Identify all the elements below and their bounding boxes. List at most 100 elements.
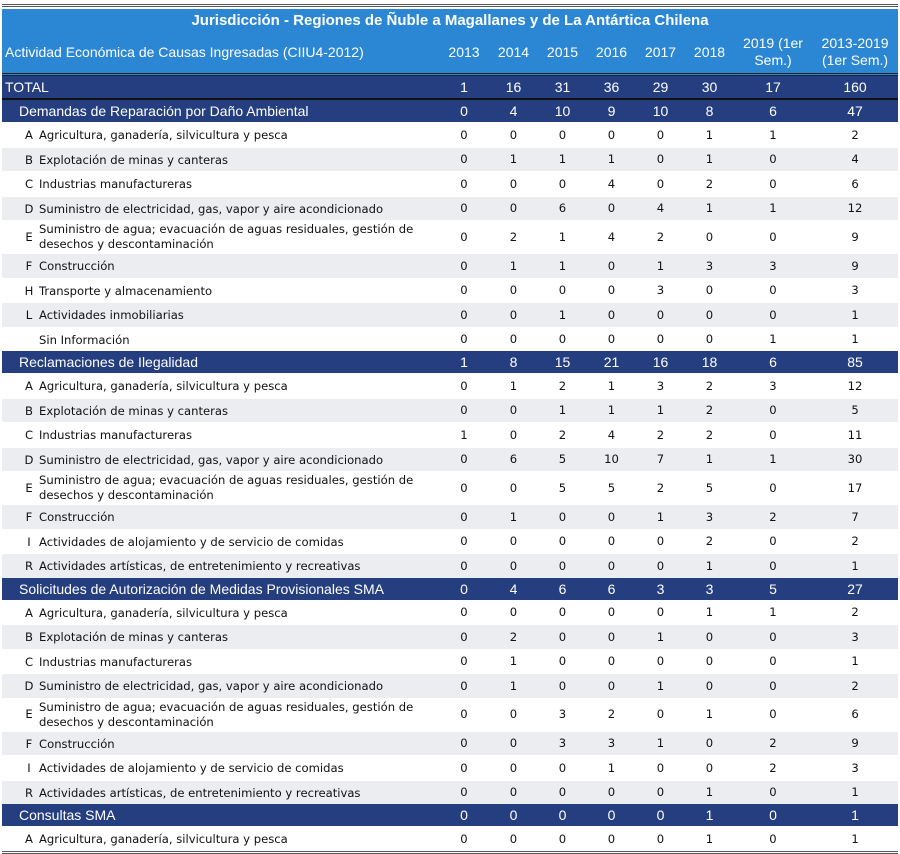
- table-row: L Actividades inmobiliarias 0 0 1 0 0 0 0 1: [2, 302, 899, 327]
- count-cell: 0: [538, 826, 587, 851]
- count-cell: 0: [587, 599, 636, 625]
- count-cell: 0: [734, 779, 812, 804]
- count-cell: 0: [489, 553, 538, 578]
- count-cell: 1: [636, 504, 685, 529]
- count-cell: 0: [734, 553, 812, 578]
- count-cell: 0: [538, 779, 587, 804]
- count-cell: 2: [685, 397, 734, 423]
- count-cell: 2: [812, 673, 899, 698]
- section-value: 0: [587, 804, 636, 827]
- count-cell: 0: [734, 648, 812, 674]
- table-row: B Explotación de minas y canteras 0 2 0 0 1 0 0 3: [2, 624, 899, 649]
- count-cell: 0: [538, 528, 587, 554]
- count-cell: 6: [489, 446, 538, 472]
- section-value: 85: [812, 351, 899, 374]
- count-cell: 0: [636, 528, 685, 554]
- ciiu-code: C: [24, 177, 34, 191]
- table-row: F Construcción 0 1 1 0 1 3 3 9: [2, 253, 899, 278]
- count-cell: 2: [538, 422, 587, 447]
- count-cell: 0: [439, 553, 489, 578]
- total-label: TOTAL: [2, 76, 439, 100]
- section-row: Solicitudes de Autorización de Medidas P…: [2, 577, 899, 600]
- activity-label: Construcción: [39, 510, 115, 524]
- count-cell: 1: [587, 397, 636, 423]
- count-cell: 1: [685, 146, 734, 172]
- section-value: 21: [587, 351, 636, 374]
- total-value: 36: [587, 76, 636, 100]
- count-cell: 9: [812, 220, 899, 254]
- count-cell: 0: [587, 528, 636, 554]
- activity-label: Industrias manufactureras: [39, 177, 192, 191]
- section-value: 8: [489, 351, 538, 374]
- section-value: 0: [439, 804, 489, 827]
- ciiu-code: R: [24, 785, 34, 800]
- count-cell: 0: [587, 648, 636, 674]
- column-header-5: 2018: [685, 31, 734, 75]
- count-cell: 1: [489, 373, 538, 398]
- count-cell: 0: [439, 755, 489, 780]
- count-cell: 1: [685, 779, 734, 804]
- section-value: 4: [489, 99, 538, 123]
- section-value: 10: [636, 99, 685, 123]
- count-cell: 4: [587, 171, 636, 196]
- count-cell: 0: [587, 326, 636, 351]
- activity-cell: E Suministro de agua; evacuación de aguas…: [2, 220, 439, 254]
- ciiu-code: B: [25, 152, 33, 167]
- count-cell: 6: [538, 195, 587, 221]
- count-cell: 1: [812, 779, 899, 804]
- count-cell: 0: [587, 302, 636, 327]
- count-cell: 6: [812, 171, 899, 196]
- section-row: Reclamaciones de Ilegalidad 1 8 15 21 16 18 6 85: [2, 351, 899, 374]
- table-row: B Explotación de minas y canteras 0 1 1 1 0 1 0 4: [2, 146, 899, 172]
- count-cell: 0: [538, 755, 587, 780]
- ciiu-code: D: [24, 201, 34, 216]
- count-cell: 0: [489, 697, 538, 731]
- jurisdiction-table-container: Jurisdicción - Regiones de Ñuble a Magal…: [2, 4, 899, 854]
- activity-cell: I Actividades de alojamiento y de servici…: [2, 755, 439, 780]
- count-cell: 3: [685, 504, 734, 529]
- count-cell: 0: [587, 673, 636, 698]
- top-border: [2, 4, 898, 7]
- count-cell: 0: [734, 220, 812, 254]
- count-cell: 0: [489, 422, 538, 447]
- count-cell: 2: [812, 599, 899, 625]
- count-cell: 0: [636, 122, 685, 147]
- count-cell: 2: [587, 697, 636, 731]
- ciiu-code: A: [25, 379, 33, 393]
- count-cell: 0: [587, 504, 636, 529]
- column-header-4: 2017: [636, 31, 685, 75]
- activity-column-header: Actividad Económica de Causas Ingresadas…: [2, 31, 439, 75]
- section-value: 0: [538, 804, 587, 827]
- table-title-row: Jurisdicción - Regiones de Ñuble a Magal…: [2, 9, 899, 31]
- count-cell: 0: [587, 779, 636, 804]
- count-cell: 2: [538, 373, 587, 398]
- count-cell: 0: [636, 599, 685, 625]
- count-cell: 3: [636, 277, 685, 303]
- column-header-6: 2019 (1er Sem.): [734, 31, 812, 75]
- count-cell: 3: [734, 373, 812, 398]
- table-row: F Construcción 0 1 0 0 1 3 2 7: [2, 504, 899, 529]
- ciiu-code: F: [25, 736, 33, 751]
- count-cell: 7: [636, 446, 685, 472]
- count-cell: 0: [734, 624, 812, 649]
- count-cell: 0: [439, 373, 489, 398]
- count-cell: 0: [636, 697, 685, 731]
- count-cell: 0: [685, 673, 734, 698]
- total-value: 29: [636, 76, 685, 100]
- count-cell: 0: [439, 673, 489, 698]
- count-cell: 1: [538, 302, 587, 327]
- count-cell: 2: [685, 171, 734, 196]
- count-cell: 1: [685, 446, 734, 472]
- count-cell: 0: [538, 599, 587, 625]
- count-cell: 1: [538, 397, 587, 423]
- count-cell: 17: [812, 471, 899, 505]
- activity-label: Actividades artísticas, de entretenimien…: [39, 785, 361, 800]
- total-value: 17: [734, 76, 812, 100]
- section-row: Consultas SMA 0 0 0 0 0 1 0 1: [2, 804, 899, 827]
- count-cell: 1: [636, 624, 685, 649]
- section-label: Solicitudes de Autorización de Medidas P…: [2, 577, 439, 600]
- activity-label: Suministro de agua; evacuación de aguas …: [39, 473, 414, 502]
- table-row: C Industrias manufactureras 0 1 0 0 0 0 0 1: [2, 648, 899, 674]
- count-cell: 0: [489, 326, 538, 351]
- table-row: E Suministro de agua; evacuación de aguas…: [2, 471, 899, 505]
